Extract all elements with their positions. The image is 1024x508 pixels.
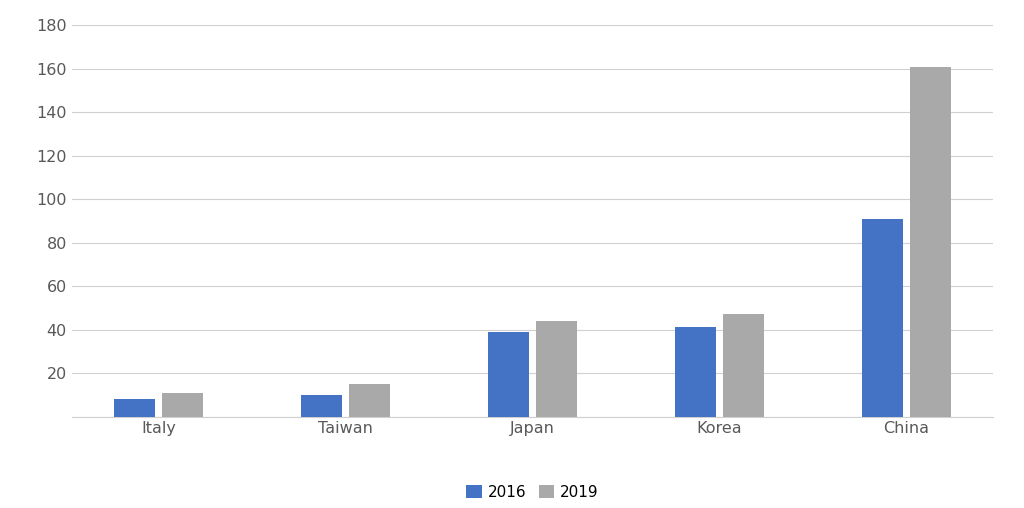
Bar — [861, 219, 903, 417]
Bar — [910, 67, 951, 417]
Bar — [162, 393, 204, 417]
Bar — [723, 314, 764, 417]
Legend: 2016, 2019: 2016, 2019 — [460, 479, 605, 506]
Bar — [487, 332, 528, 417]
Bar — [675, 328, 716, 417]
Bar — [114, 399, 155, 417]
Bar — [301, 395, 342, 417]
Bar — [537, 321, 578, 417]
Bar — [349, 384, 390, 417]
